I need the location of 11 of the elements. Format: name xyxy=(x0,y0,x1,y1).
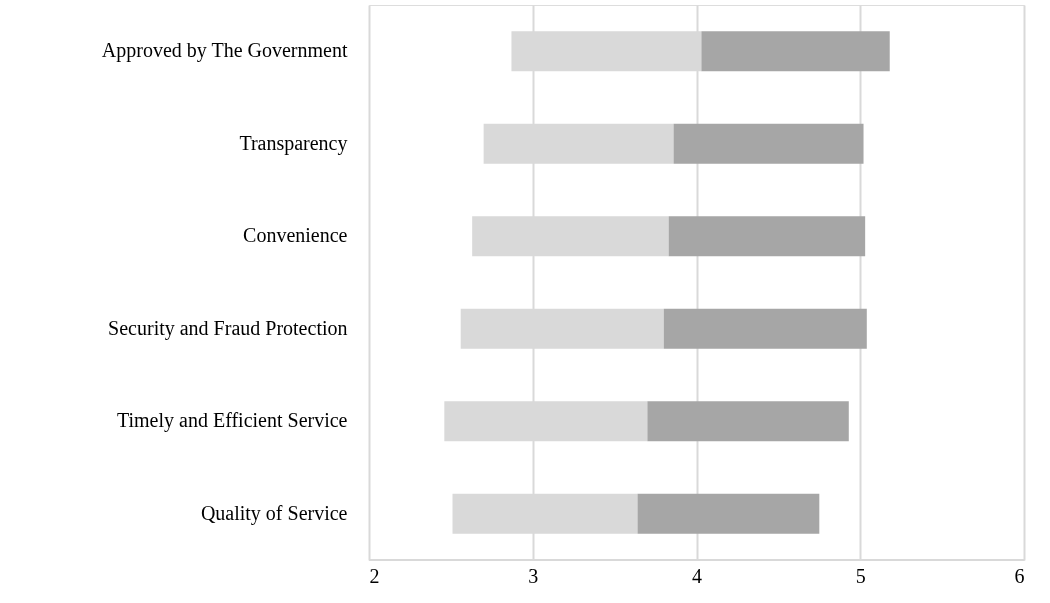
y-tick-label: Security and Fraud Protection xyxy=(108,316,348,340)
y-tick-label: Quality of Service xyxy=(200,501,348,525)
x-tick-label: 4 xyxy=(692,564,702,587)
x-tick-label: 3 xyxy=(528,564,539,587)
y-tick-label: Timely and Efficient Service xyxy=(116,409,348,433)
x-tick-label: 6 xyxy=(1014,564,1025,587)
x-tick-label: 2 xyxy=(369,564,380,587)
y-tick-label: Convenience xyxy=(243,224,348,247)
y-tick-label: Transparency xyxy=(239,131,348,155)
x-tick-label: 5 xyxy=(855,564,866,587)
y-tick-label: Approved by The Government xyxy=(101,39,348,63)
